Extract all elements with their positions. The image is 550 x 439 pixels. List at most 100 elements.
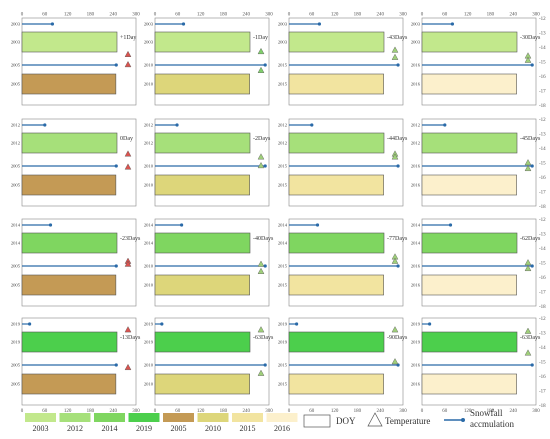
doy-bar [21, 274, 117, 296]
year-label: 2010 [144, 183, 154, 188]
doy-bar [154, 132, 251, 154]
bottom-axis-tick-label: 300 [132, 409, 140, 414]
snowfall-point [114, 264, 118, 268]
year-label: 2019 [11, 322, 21, 327]
doy-bar [288, 232, 385, 254]
snowfall-point [317, 22, 321, 26]
year-label: 2019 [144, 322, 154, 327]
snowfall-point [114, 63, 118, 67]
temperature-marker [257, 326, 265, 333]
bottom-axis-tick-label: 300 [265, 409, 273, 414]
bottom-axis-tick-label: 240 [242, 409, 250, 414]
temperature-marker [524, 349, 532, 356]
temp-axis-tick-label: -13 [539, 331, 546, 336]
legend-swatch [25, 413, 56, 422]
legend-year-label: 2014 [102, 424, 118, 433]
doy-bar [154, 73, 250, 95]
snowfall-point [310, 123, 314, 127]
snowfall-point [530, 164, 534, 168]
top-axis-tick-label: 120 [464, 13, 472, 18]
difference-label: -77Days [387, 236, 408, 242]
top-axis-tick-label: 300 [532, 13, 540, 18]
top-axis-tick-label: 60 [442, 13, 448, 18]
year-label: 2003 [278, 40, 288, 45]
year-label: 2005 [11, 264, 21, 269]
year-label: 2012 [278, 141, 288, 146]
year-label: 2010 [144, 363, 154, 368]
difference-label: -63Days [520, 335, 541, 341]
year-label: 2019 [278, 322, 288, 327]
doy-bar [154, 274, 250, 296]
bottom-axis-tick-label: 0 [21, 409, 24, 414]
doy-bar [21, 174, 117, 196]
year-label: 2016 [411, 183, 421, 188]
year-label: 2014 [11, 241, 21, 246]
legend-snowfall-point [461, 418, 465, 422]
top-axis-tick-label: 60 [42, 13, 48, 18]
temp-axis-tick-label: -12 [539, 218, 546, 223]
difference-label: -45Days [520, 136, 541, 142]
bottom-axis-tick-label: 120 [197, 409, 205, 414]
year-label: 2019 [411, 322, 421, 327]
doy-bar [288, 132, 385, 154]
bottom-axis-tick-label: 60 [42, 409, 48, 414]
snowfall-point [48, 223, 53, 227]
legend-doy-label: DOY [336, 416, 356, 426]
snowfall-point [160, 322, 164, 326]
legend-year-label: 2003 [33, 424, 49, 433]
temperature-marker [391, 153, 399, 160]
temp-axis-tick-label: -18 [539, 305, 546, 310]
temperature-marker [257, 161, 265, 169]
temperature-marker [257, 369, 265, 376]
legend-swatch [163, 413, 194, 422]
temp-axis-tick-label: -12 [539, 17, 546, 22]
legend-year-label: 2019 [136, 424, 152, 433]
top-axis-tick-label: 300 [132, 13, 140, 18]
year-label: 2005 [11, 164, 21, 169]
doy-bar [21, 373, 117, 395]
year-label: 2010 [144, 382, 154, 387]
snowfall-point [448, 223, 453, 227]
year-label: 2015 [278, 363, 288, 368]
top-axis-tick-label: 180 [354, 13, 362, 18]
difference-label: -90Days [387, 335, 408, 341]
difference-label: -62Days [520, 236, 541, 242]
temperature-marker [391, 326, 399, 333]
doy-bar [154, 331, 251, 353]
snowfall-point [114, 164, 118, 168]
year-label: 2015 [278, 164, 288, 169]
difference-label: -40Days [253, 236, 274, 242]
year-label: 2016 [411, 264, 421, 269]
top-axis-tick-label: 60 [309, 13, 315, 18]
snowfall-point [315, 223, 320, 227]
snowfall-point [180, 223, 184, 227]
year-label: 2012 [11, 141, 21, 146]
legend-temp-triangle [367, 412, 383, 427]
snowfall-point [263, 63, 267, 67]
top-axis-tick-label: 0 [154, 13, 157, 18]
bottom-axis-tick-label: 300 [532, 409, 540, 414]
panel-frame [421, 17, 537, 106]
temp-axis-tick-label: -16 [539, 176, 546, 181]
temperature-marker [524, 264, 532, 271]
temperature-marker [524, 159, 532, 166]
temperature-marker [257, 153, 265, 160]
bottom-axis-tick-label: 300 [399, 409, 407, 414]
snowfall-point [428, 322, 432, 326]
temperature-marker [124, 326, 132, 333]
panel-frame [421, 118, 537, 207]
year-label: 2014 [278, 223, 288, 228]
year-label: 2015 [278, 283, 288, 288]
snowfall-point [443, 123, 447, 127]
bottom-axis-tick-label: 240 [509, 409, 517, 414]
doy-bar [288, 373, 384, 395]
year-label: 2003 [144, 22, 154, 27]
year-label: 2015 [278, 82, 288, 87]
panel-frame [288, 218, 404, 307]
temperature-marker [124, 60, 132, 68]
temp-axis-tick-label: -14 [539, 147, 546, 152]
bottom-axis-tick-label: 240 [109, 409, 117, 414]
year-label: 2016 [411, 363, 421, 368]
difference-label: -44Days [387, 136, 408, 142]
